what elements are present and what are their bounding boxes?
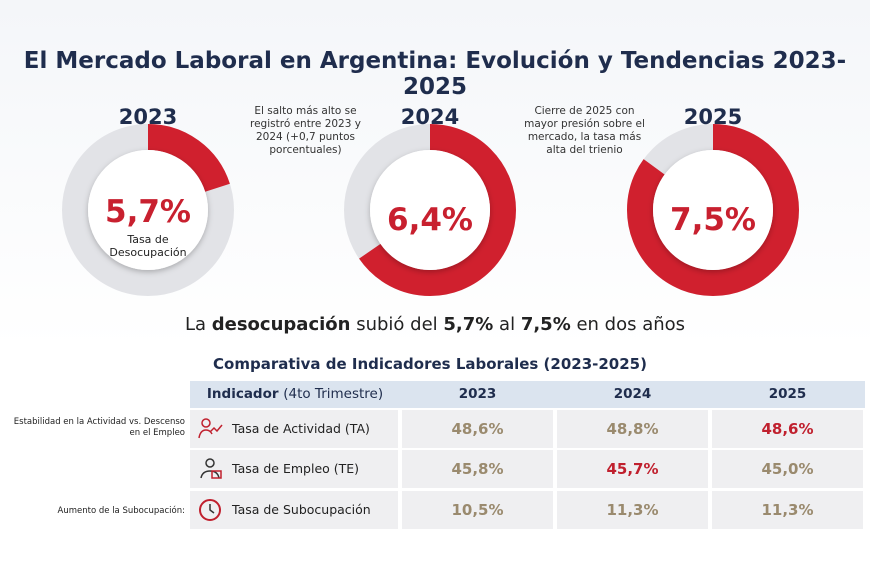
note: Cierre de 2025 con mayor presión sobre e…	[524, 105, 645, 156]
text: desocupación	[211, 314, 351, 335]
year: 2025	[683, 105, 743, 129]
cell-bg	[402, 450, 553, 488]
header-cell: Indicador (4to Trimestre)	[190, 381, 400, 408]
text: 5,7%	[443, 314, 494, 335]
cell-value: 45,8%	[451, 460, 504, 478]
donuts	[62, 124, 799, 296]
indicator-name: Tasa de Subocupación	[232, 502, 371, 517]
cell-bg	[557, 491, 708, 529]
icon-svg	[198, 418, 223, 439]
cell-value: 11,3%	[761, 501, 814, 519]
donut-value: 7,5%	[670, 202, 756, 238]
cell-bg	[712, 410, 863, 448]
icon-svg	[199, 499, 221, 521]
header-text: (4to Trimestre)	[283, 386, 384, 402]
donut-value: 5,7%	[105, 194, 191, 230]
table-header	[190, 381, 865, 408]
indicator-name: Tasa de Actividad (TA)	[232, 421, 370, 436]
header-text: Indicador	[206, 386, 279, 402]
donut-value: 6,4%	[387, 202, 473, 238]
side-label: Estabilidad en la Actividad vs. Descenso…	[13, 417, 185, 438]
cell-bg	[402, 491, 553, 529]
donut-2025	[627, 124, 799, 296]
icon	[197, 416, 223, 442]
header-cell: 2023	[458, 386, 497, 402]
cell-bg	[712, 450, 863, 488]
cell-value: 45,7%	[606, 460, 659, 478]
text: 7,5%	[520, 314, 571, 335]
cell-value: 10,5%	[451, 501, 504, 519]
cell-value: 11,3%	[606, 501, 659, 519]
header-cell: 2024	[613, 386, 652, 402]
table-title: Comparativa de Indicadores Laborales (20…	[213, 355, 647, 373]
cell-value: 45,0%	[761, 460, 814, 478]
cell-bg	[712, 491, 863, 529]
side-label: Aumento de la Subocupación:	[57, 506, 185, 516]
text: subió del	[356, 314, 438, 335]
header-cell: 2025	[768, 386, 807, 402]
donut-2023	[62, 124, 234, 296]
icon	[197, 497, 223, 523]
note: El salto más alto se registró entre 2023…	[250, 105, 361, 156]
cell-value: 48,6%	[451, 420, 504, 438]
icon	[197, 456, 223, 482]
cell-value: 48,8%	[606, 420, 659, 438]
cell-value: 48,6%	[761, 420, 814, 438]
row-bg	[190, 450, 398, 488]
icon-svg	[200, 458, 222, 479]
row-bg	[190, 491, 398, 529]
text: La	[184, 314, 207, 335]
row-bg	[190, 410, 398, 448]
donut-2024	[344, 124, 516, 296]
year: 2024	[400, 105, 460, 129]
text: al	[499, 314, 516, 335]
title: El Mercado Laboral en Argentina: Evoluci…	[23, 48, 847, 100]
year: 2023	[118, 105, 178, 129]
cell-bg	[557, 410, 708, 448]
cell-bg	[402, 410, 553, 448]
text: en dos años	[576, 314, 686, 335]
summary: La desocupación subió del 5,7% al 7,5% e…	[0, 314, 870, 335]
donut-label: Tasa de Desocupación	[109, 233, 187, 259]
cell-bg	[557, 450, 708, 488]
indicator-name: Tasa de Empleo (TE)	[232, 461, 360, 476]
